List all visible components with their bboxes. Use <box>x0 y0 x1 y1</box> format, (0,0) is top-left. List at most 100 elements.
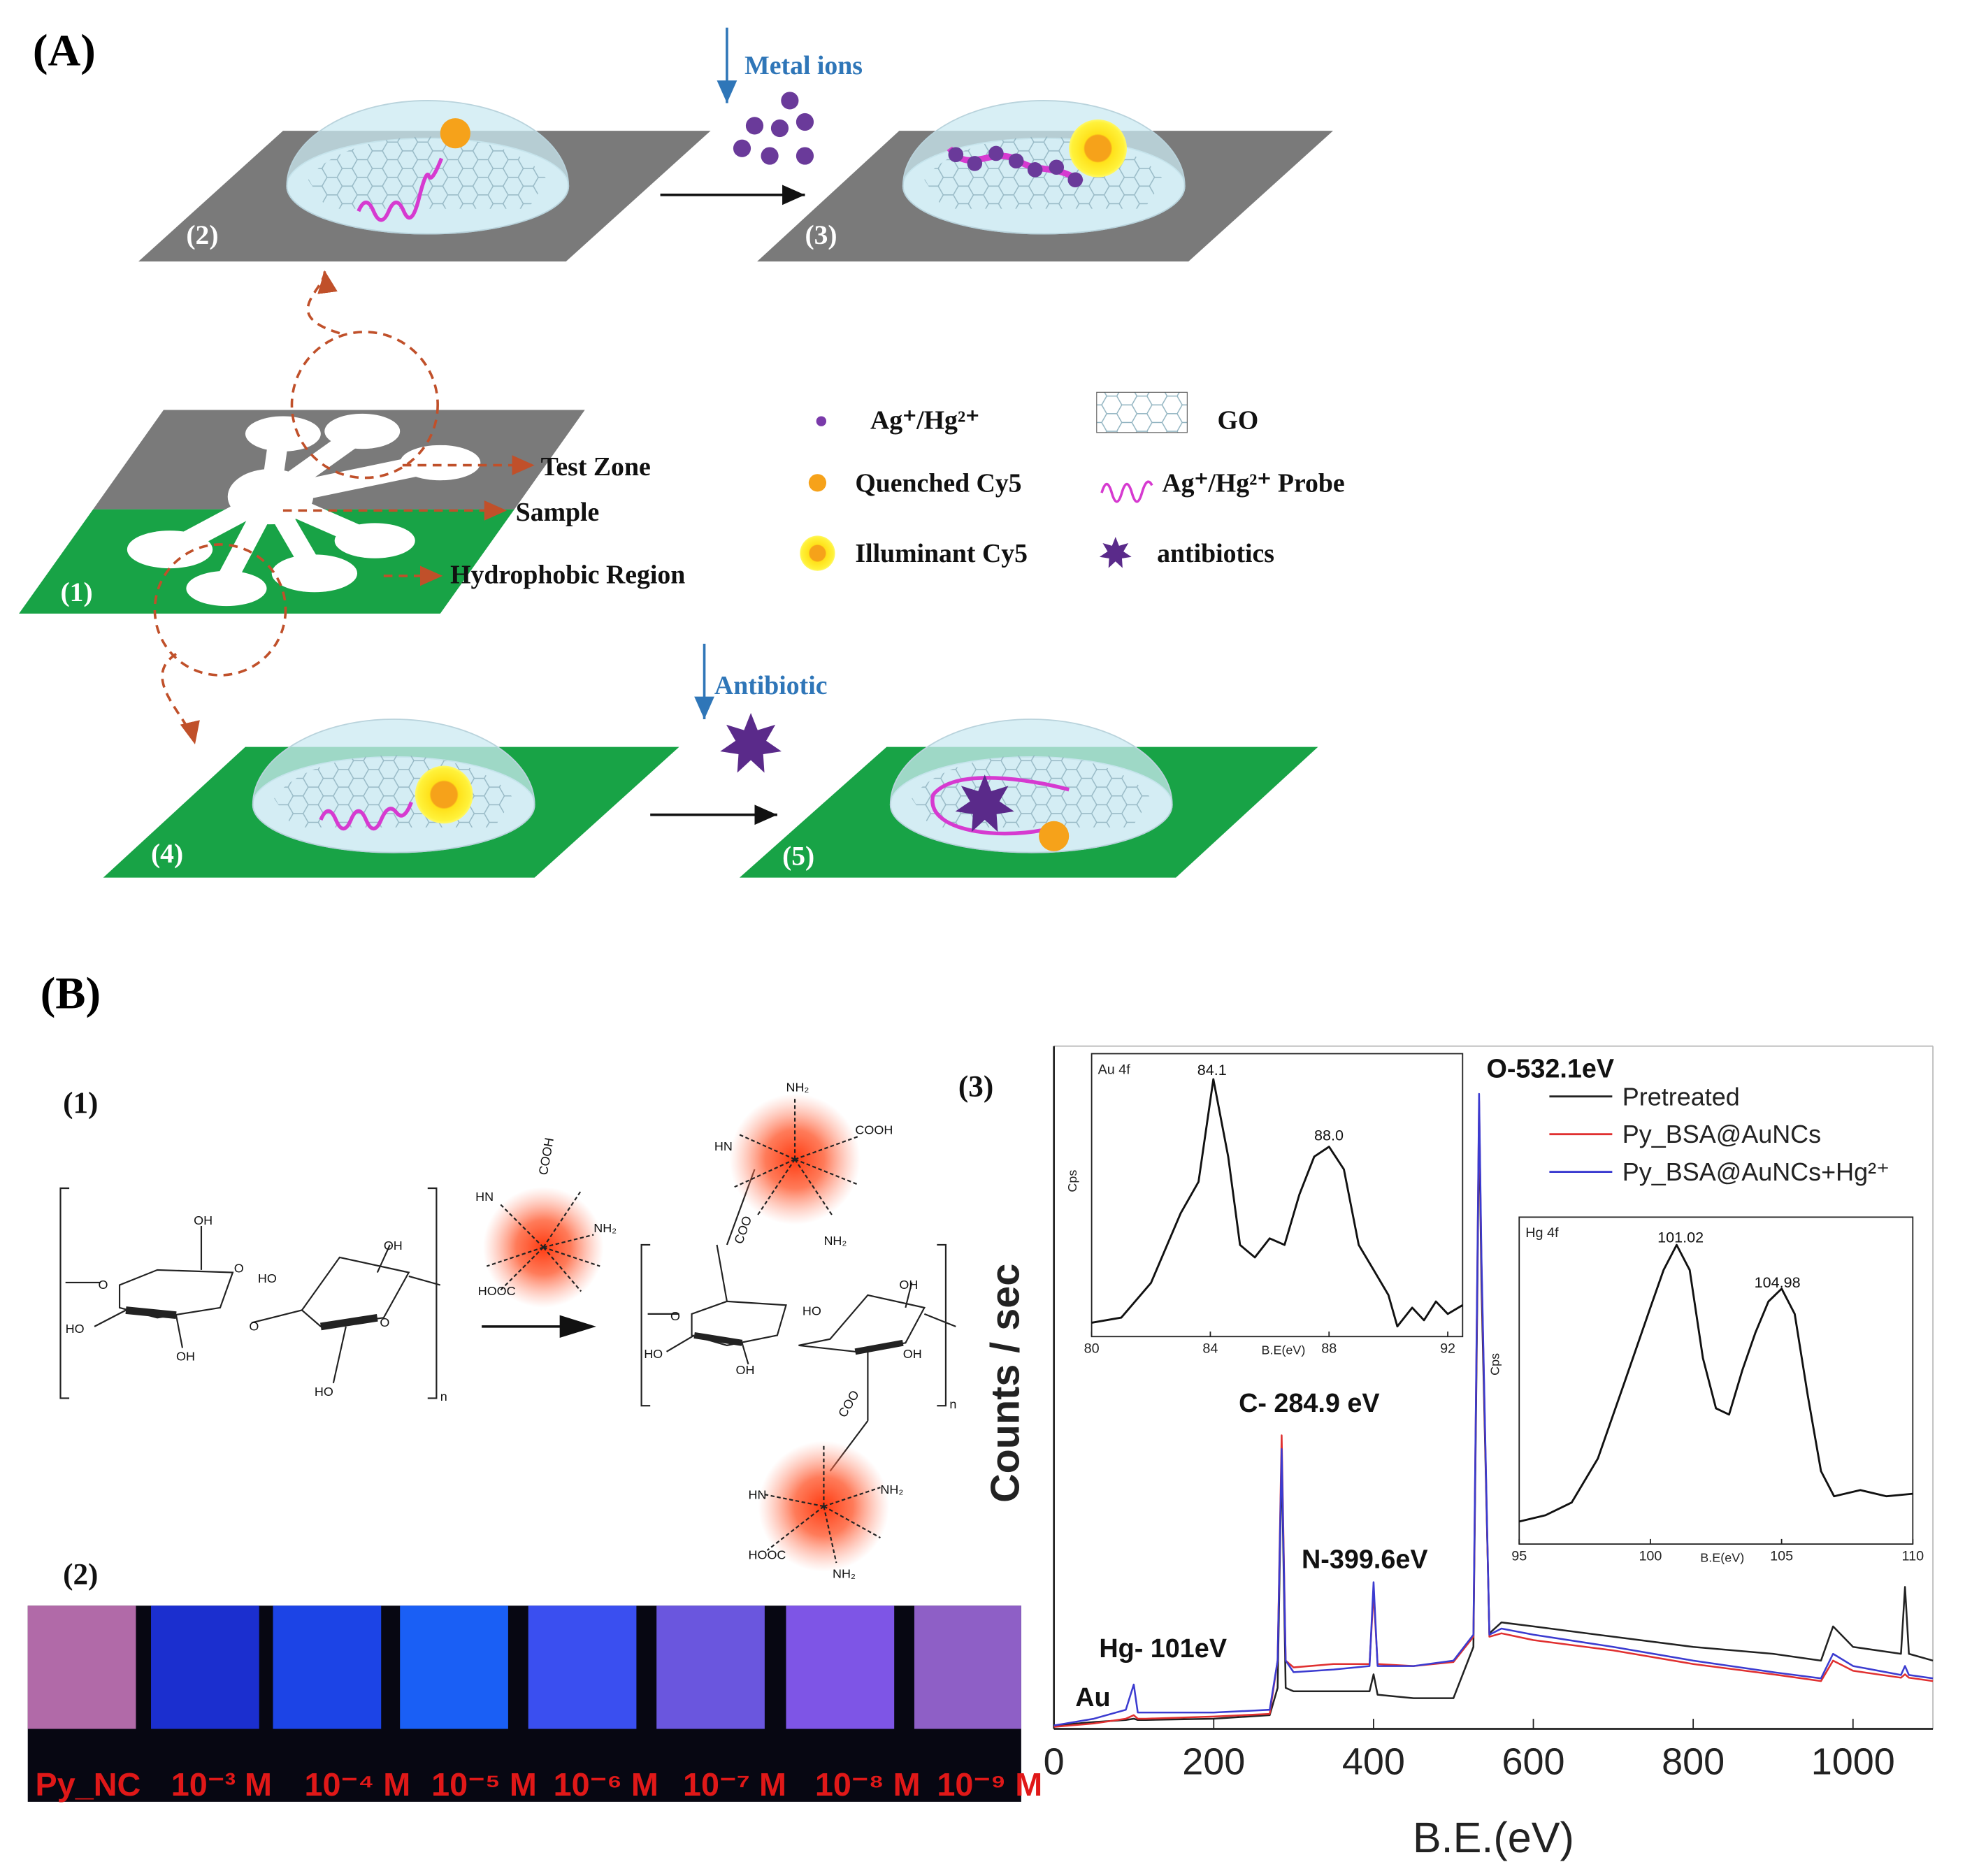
plate-1-part-part <box>306 270 340 335</box>
legend-icons-part <box>808 474 827 492</box>
cluster-label: NH₂ <box>880 1482 903 1496</box>
legend-icons-part <box>816 416 827 426</box>
plate-1 <box>19 270 585 745</box>
molecule-part <box>59 1187 438 1399</box>
atom-label: OH <box>384 1239 403 1253</box>
plate-3-part-part <box>1067 172 1084 188</box>
x-tick-label: 400 <box>1342 1740 1405 1782</box>
fluorescence-strip-part <box>656 1606 765 1729</box>
plate-1-part-part <box>245 416 321 452</box>
fluorescence-strip-part <box>151 1606 259 1729</box>
strip-label: 10⁻⁴ M <box>304 1766 410 1803</box>
arrow-part-part <box>796 113 814 131</box>
legend-label: Illuminant Cy5 <box>855 539 1028 568</box>
atom-label: OH <box>194 1213 213 1227</box>
atom-label: n <box>440 1390 447 1404</box>
plate-2 <box>138 100 711 262</box>
annotation: Au <box>1075 1683 1110 1712</box>
molecule-part <box>320 1313 378 1331</box>
legend-icons-part <box>1100 480 1153 503</box>
inset-chart: 80 84 88 92 B.E(eV) Cps Au 4f 84.1 88.0 <box>1065 1053 1464 1357</box>
legend-icons-part <box>800 535 835 571</box>
plate-2-part <box>357 157 444 222</box>
annotation: C- 284.9 eV <box>1239 1389 1380 1418</box>
cluster-label: NH₂ <box>833 1567 856 1581</box>
cluster-label: HOOC <box>478 1284 516 1298</box>
cluster-label: NH₂ <box>823 1234 847 1248</box>
plate-1-part-part <box>153 543 287 677</box>
step-label: (5) <box>782 841 814 872</box>
plate-2-part <box>440 118 470 149</box>
plate-3-part <box>948 145 1084 188</box>
reaction-arrow-part <box>559 1315 596 1339</box>
nanocluster-part-part <box>486 1190 600 1292</box>
part-label: (1) <box>63 1087 98 1120</box>
step-label: (4) <box>151 838 183 869</box>
spectrum-line <box>1053 1113 1934 1726</box>
y-axis-label: Cps <box>1488 1353 1502 1376</box>
legend-icons <box>800 391 1188 571</box>
x-tick-label: 100 <box>1639 1548 1662 1564</box>
reagent-label: Metal ions <box>744 51 863 80</box>
plate-1-part-part <box>334 523 415 558</box>
plate-1-part-part <box>290 331 439 479</box>
annotation: Hg- 101eV <box>1099 1634 1227 1664</box>
fluorescence-strip-part <box>27 1606 136 1729</box>
legend-label: antibiotics <box>1157 539 1274 568</box>
arrow-part <box>733 92 814 165</box>
arrow-part-part <box>781 92 799 110</box>
panel-b: (B) (1) (2) (3) <box>27 969 1042 1803</box>
x-tick-label: 88 <box>1321 1341 1337 1357</box>
atom-label: O <box>234 1262 244 1276</box>
x-tick-label: 80 <box>1084 1341 1100 1357</box>
legend-label: Pretreated <box>1622 1082 1740 1111</box>
annotation: 84.1 <box>1197 1061 1227 1078</box>
panel-a: (A) Metal ions (2) (3) <box>19 26 1345 878</box>
plate-1-part-part <box>227 469 314 525</box>
atom-label: OH <box>899 1278 918 1292</box>
atom-label: O <box>98 1278 108 1292</box>
x-tick-label: 200 <box>1182 1740 1245 1782</box>
plate-3-part-part <box>1049 159 1065 175</box>
inset-frame <box>1518 1216 1914 1545</box>
x-tick-label: 95 <box>1511 1548 1527 1564</box>
fluorescence-strip <box>27 1606 1021 1802</box>
strip-label: 10⁻⁶ M <box>554 1766 658 1803</box>
atom-label: HO <box>644 1347 663 1361</box>
step-label: (3) <box>805 219 837 250</box>
plate-1-part-part <box>324 413 401 449</box>
arrow-part-part <box>745 117 764 135</box>
zone-label: Hydrophobic Region <box>450 561 685 590</box>
x-tick-label: 110 <box>1902 1548 1924 1564</box>
annotation: 101.02 <box>1657 1228 1704 1246</box>
plate-3-part-part <box>1027 162 1043 178</box>
atom-label: COO <box>731 1214 754 1246</box>
panel-label: (A) <box>33 26 96 76</box>
atom-label: OH <box>903 1347 922 1361</box>
arrow <box>650 644 782 825</box>
legend-label: Quenched Cy5 <box>855 468 1021 498</box>
spectrum-line <box>1053 1092 1934 1726</box>
strip-label: Py_NC <box>36 1766 141 1803</box>
atom-label: COO <box>835 1388 862 1420</box>
atom-label: OH <box>176 1349 195 1363</box>
plate-4-part <box>415 765 473 824</box>
atom-label: HO <box>66 1322 85 1336</box>
strip-label: 10⁻⁵ M <box>431 1766 537 1803</box>
legend-icons-part <box>1099 537 1132 568</box>
molecule-part <box>640 1243 947 1407</box>
plate-3 <box>757 100 1334 262</box>
atom-label: OH <box>736 1363 755 1377</box>
strip-label: 10⁻⁷ M <box>683 1766 786 1803</box>
nanocluster-part-part <box>761 1443 881 1564</box>
x-tick-label: 800 <box>1662 1740 1725 1782</box>
plate-4-part <box>252 719 535 853</box>
plate-1-part-part <box>186 570 267 607</box>
plate-4-part <box>319 801 413 831</box>
x-axis-label: B.E(eV) <box>1700 1550 1744 1564</box>
cluster-label: NH₂ <box>593 1221 617 1235</box>
inset-title: Hg 4f <box>1525 1225 1559 1241</box>
x-tick-label: 84 <box>1202 1341 1218 1357</box>
spectrum-line <box>1518 1243 1913 1523</box>
